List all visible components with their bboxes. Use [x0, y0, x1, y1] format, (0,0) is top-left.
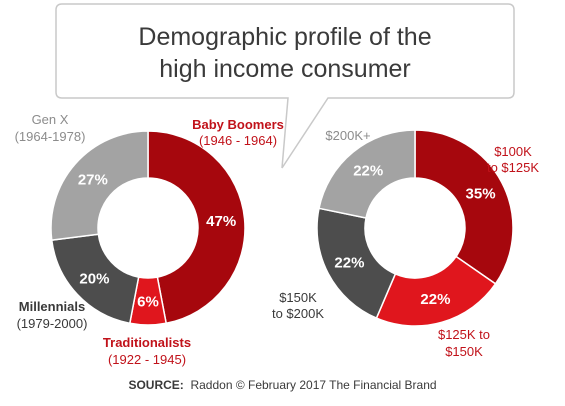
- source-line: SOURCE: Raddon © February 2017 The Finan…: [0, 378, 565, 392]
- slice-name-125k-line2: $150K: [445, 344, 483, 359]
- data-label-traditionalists: 6%: [137, 294, 159, 311]
- slice-name-100k-line1: $100K: [494, 144, 532, 159]
- donut-slice-100k-to-125k: [414, 129, 514, 285]
- source-text: Raddon © February 2017 The Financial Bra…: [190, 378, 437, 392]
- data-label-baby-boomers: 47%: [206, 213, 236, 230]
- donut-slice-125k-to-150k: [375, 255, 497, 327]
- slice-name-125k-line1: $125K to: [438, 327, 490, 342]
- donut-slice-150k-to-200k: [316, 207, 397, 320]
- slice-years-millennials: (1979-2000): [17, 316, 88, 331]
- slice-name-200k: $200K+: [325, 128, 370, 143]
- data-label-100k-to-125k: 35%: [466, 186, 496, 203]
- donut-slice-baby-boomers: [147, 130, 246, 325]
- data-label-150k-to-200k: 22%: [334, 254, 364, 271]
- chart-title-line2: high income consumer: [159, 55, 411, 83]
- slice-name-baby-boomers: Baby Boomers: [192, 117, 284, 132]
- chart-title-line1: Demographic profile of the: [138, 23, 431, 51]
- slice-name-traditionalists: Traditionalists: [103, 335, 191, 350]
- donut-slice-gen-x: [50, 130, 149, 241]
- income-donut-labels: $100K to $125K $125K to $150K $150K to $…: [272, 128, 539, 359]
- slice-name-millennials: Millennials: [19, 299, 85, 314]
- slice-name-gen-x: Gen X: [32, 112, 69, 127]
- data-label-gen-x: 27%: [78, 171, 108, 188]
- slice-name-150k-line1: $150K: [279, 290, 317, 305]
- income-donut-chart: 35% 22% 22% 22%: [316, 129, 514, 327]
- slice-years-gen-x: (1964-1978): [15, 129, 86, 144]
- source-label: SOURCE:: [128, 378, 184, 392]
- generation-donut-chart: 47% 6% 20% 27%: [50, 130, 246, 326]
- data-label-125k-to-150k: 22%: [420, 291, 450, 308]
- slice-years-baby-boomers: (1946 - 1964): [199, 133, 277, 148]
- donut-slice-200k-plus: [318, 129, 416, 219]
- slice-years-traditionalists: (1922 - 1945): [108, 352, 186, 367]
- data-label-200k-plus: 22%: [353, 163, 383, 180]
- title-speech-bubble: [55, 3, 515, 169]
- data-label-millennials: 20%: [79, 270, 109, 287]
- slice-name-100k-line2: to $125K: [487, 160, 539, 175]
- generation-donut-labels: Baby Boomers (1946 - 1964) Traditionalis…: [15, 112, 284, 367]
- slice-name-150k-line2: to $200K: [272, 306, 324, 321]
